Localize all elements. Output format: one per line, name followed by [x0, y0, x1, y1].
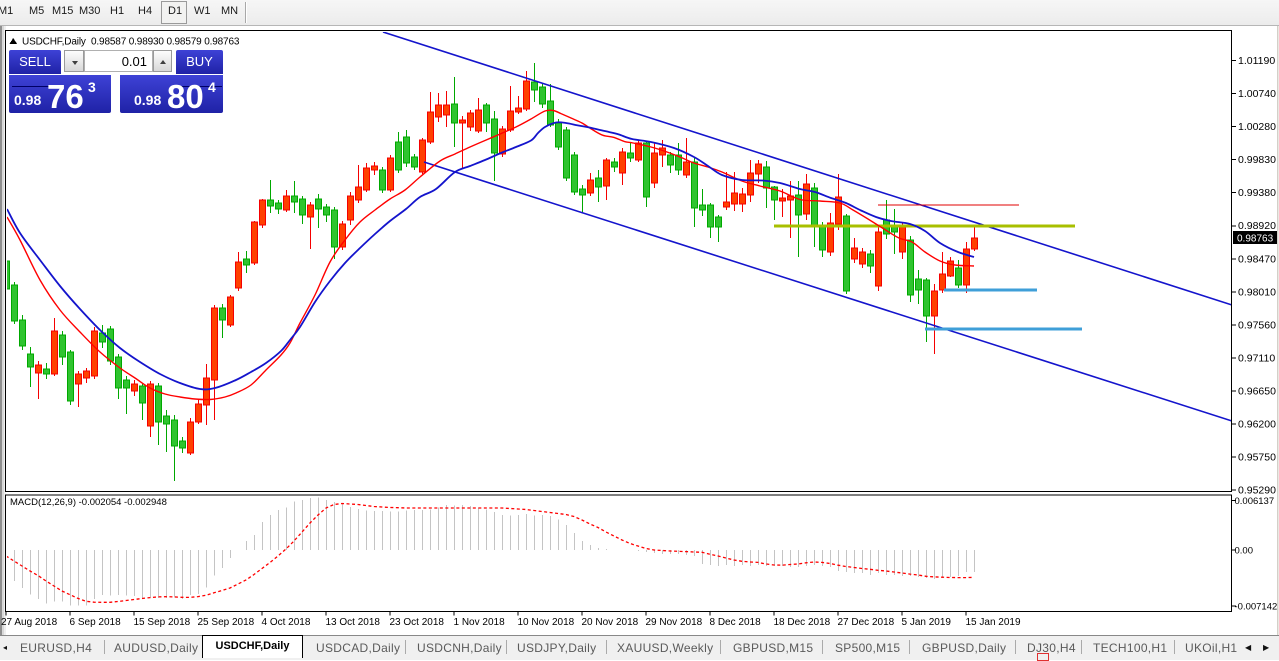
svg-text:0.98010: 0.98010: [1238, 286, 1276, 298]
svg-text:29 Nov 2018: 29 Nov 2018: [646, 617, 703, 628]
svg-text:0.96650: 0.96650: [1238, 385, 1276, 397]
svg-text:27 Dec 2018: 27 Dec 2018: [838, 617, 895, 628]
svg-text:1 Nov 2018: 1 Nov 2018: [454, 617, 506, 628]
svg-text:0.99830: 0.99830: [1238, 154, 1276, 166]
svg-text:0.95290: 0.95290: [1238, 485, 1276, 497]
svg-text:1.00280: 1.00280: [1238, 121, 1276, 133]
svg-text:0.97560: 0.97560: [1238, 319, 1276, 331]
svg-text:25 Sep 2018: 25 Sep 2018: [198, 617, 255, 628]
svg-text:5 Jan 2019: 5 Jan 2019: [902, 617, 952, 628]
svg-text:0.95750: 0.95750: [1238, 452, 1276, 464]
svg-text:0.99380: 0.99380: [1238, 187, 1276, 199]
svg-text:0.96200: 0.96200: [1238, 418, 1276, 430]
svg-text:0.98920: 0.98920: [1238, 220, 1276, 232]
svg-text:0.98763: 0.98763: [1237, 234, 1274, 245]
svg-text:15 Jan 2019: 15 Jan 2019: [966, 617, 1021, 628]
svg-text:8 Dec 2018: 8 Dec 2018: [710, 617, 762, 628]
svg-text:0.00: 0.00: [1235, 546, 1254, 557]
svg-text:6 Sep 2018: 6 Sep 2018: [70, 617, 122, 628]
svg-text:1.00740: 1.00740: [1238, 88, 1276, 100]
svg-text:USDCHF,Daily 0.98587 0.98930: USDCHF,Daily 0.98587 0.98930 0.98579 0.9…: [22, 37, 240, 48]
svg-text:18 Dec 2018: 18 Dec 2018: [774, 617, 831, 628]
svg-text:-0.007142: -0.007142: [1235, 602, 1278, 613]
svg-text:0.98470: 0.98470: [1238, 253, 1276, 265]
svg-text:13 Oct 2018: 13 Oct 2018: [326, 617, 381, 628]
svg-text:10 Nov 2018: 10 Nov 2018: [518, 617, 575, 628]
svg-text:1.01190: 1.01190: [1238, 55, 1275, 67]
svg-text:23 Oct 2018: 23 Oct 2018: [390, 617, 445, 628]
svg-text:27 Aug 2018: 27 Aug 2018: [1, 617, 58, 628]
svg-text:0.006137: 0.006137: [1235, 496, 1275, 507]
svg-text:4 Oct 2018: 4 Oct 2018: [262, 617, 311, 628]
svg-text:20 Nov 2018: 20 Nov 2018: [582, 617, 639, 628]
svg-text:15 Sep 2018: 15 Sep 2018: [134, 617, 191, 628]
svg-text:0.97110: 0.97110: [1238, 352, 1275, 364]
svg-text:MACD(12,26,9) -0.002054 -0.002: MACD(12,26,9) -0.002054 -0.002948: [10, 497, 167, 508]
